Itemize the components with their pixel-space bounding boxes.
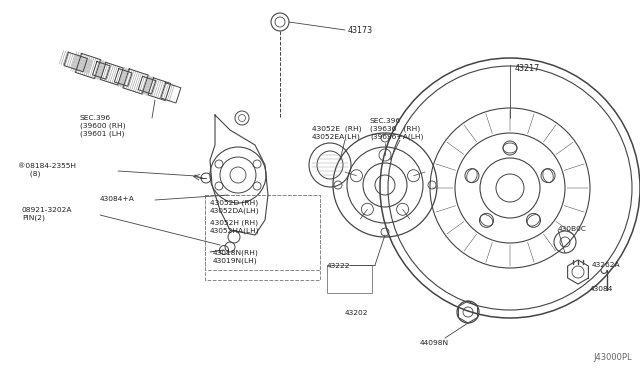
Text: 08921-3202A
PIN(2): 08921-3202A PIN(2) [22,207,72,221]
Text: 43052H (RH)
43052HA(LH): 43052H (RH) 43052HA(LH) [210,220,260,234]
Text: 43222: 43222 [327,263,351,269]
Text: 43202: 43202 [345,310,369,316]
Text: 43052D (RH)
43052DA(LH): 43052D (RH) 43052DA(LH) [210,200,260,215]
Text: 43217: 43217 [515,64,540,73]
Text: ®08184-2355H
     (8): ®08184-2355H (8) [18,163,76,177]
Text: 430B0C: 430B0C [558,226,587,232]
Text: J43000PL: J43000PL [593,353,632,362]
Text: 43052E  (RH)
43052EA(LH): 43052E (RH) 43052EA(LH) [312,126,362,141]
Text: 43018N(RH)
43019N(LH): 43018N(RH) 43019N(LH) [213,250,259,264]
Text: SEC.396
(39636   (RH)
(39636+A(LH): SEC.396 (39636 (RH) (39636+A(LH) [370,118,424,140]
Text: 43262A: 43262A [592,262,621,268]
Text: 43173: 43173 [348,26,373,35]
Text: 44098N: 44098N [420,340,449,346]
Text: SEC.396
(39600 (RH)
(39601 (LH): SEC.396 (39600 (RH) (39601 (LH) [80,115,125,137]
Text: 43084+A: 43084+A [100,196,135,202]
Text: 43084: 43084 [590,286,613,292]
